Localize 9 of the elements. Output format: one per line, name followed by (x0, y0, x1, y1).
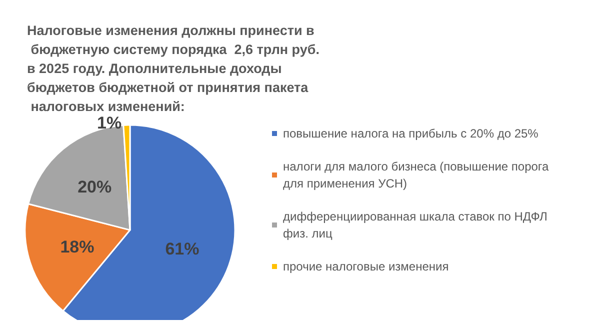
legend-label: налоги для малого бизнеса (повышение порога для применения УСН) (283, 160, 550, 190)
legend-label: прочие налоговые изменения (283, 260, 449, 274)
data-label: 1% (97, 114, 122, 133)
data-label: 18% (60, 238, 94, 257)
data-label: 20% (78, 178, 112, 197)
chart-title: Налоговые изменения должны принести в бюджетную систему порядка 2,6 трлн руб. в 2025 году. Дополнительные доходы бюджетов бюджетной от принятия пакета налоговых изменений: (27, 23, 324, 114)
data-label: 61% (165, 239, 200, 258)
legend-label: повышение налога на прибыль с 20% до 25% (283, 126, 539, 140)
legend-label: дифференциированная шкала ставок по НДФЛ физ. лиц (283, 210, 548, 240)
